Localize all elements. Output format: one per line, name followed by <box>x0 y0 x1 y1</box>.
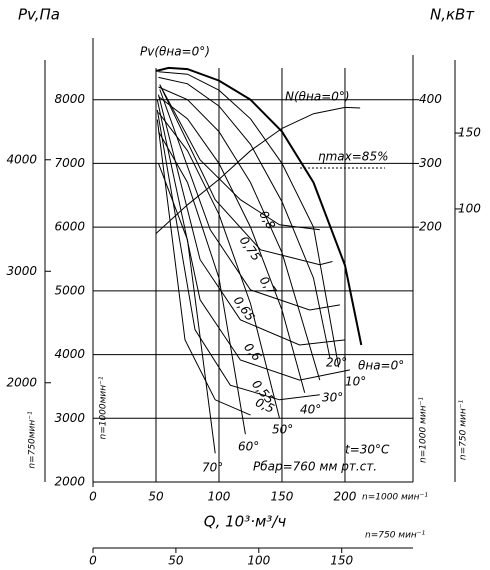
y2-axis-title: N,кВт <box>430 6 475 24</box>
series-label: 70° <box>202 461 223 475</box>
series-line <box>156 109 320 401</box>
y-tick-label-750: 2000 <box>6 375 37 389</box>
x-axis-title: Q, 10³·м³/ч <box>204 513 287 531</box>
x-speed-label-750: n=750 мин⁻¹ <box>365 531 426 541</box>
annotation: ηmax=85% <box>318 150 388 164</box>
x-tick-label-750: 150 <box>330 554 353 568</box>
y-speed-label-750: n=750мин⁻¹ <box>28 411 38 469</box>
series-label: θна=0° <box>358 359 404 373</box>
series-line <box>159 84 333 266</box>
series-line <box>158 94 346 346</box>
y-tick-label-750: 3000 <box>6 264 37 278</box>
series-line <box>156 119 251 416</box>
series-line <box>158 86 321 381</box>
series-line <box>158 96 306 393</box>
series-label: 40° <box>300 403 321 417</box>
y-tick-label: 7000 <box>54 156 85 170</box>
series-line <box>156 99 351 381</box>
x-tick-label: 200 <box>334 490 357 504</box>
annotation: t=30°C <box>345 443 390 457</box>
y2-speed-label-750: n=750 мин⁻¹ <box>459 400 469 461</box>
y2-tick-label: 200 <box>419 220 442 234</box>
series-line <box>158 112 280 419</box>
y-tick-label: 2000 <box>54 475 85 489</box>
y2-tick-label-750: 100 <box>458 201 481 215</box>
y2-tick-label: 300 <box>419 156 442 170</box>
x-speed-label: n=1000 мин⁻¹ <box>362 493 428 503</box>
series-label: 30° <box>322 391 343 405</box>
series-label: 60° <box>238 440 259 454</box>
series-label: 0,75 <box>237 234 264 264</box>
y-tick-label: 4000 <box>54 347 85 361</box>
y-tick-label: 6000 <box>54 220 85 234</box>
y-speed-label: n=1000мин⁻¹ <box>99 376 109 439</box>
y2-tick-label: 400 <box>419 92 442 106</box>
series-line <box>155 106 361 234</box>
y2-tick-label-750: 150 <box>458 126 481 140</box>
x-tick-label: 0 <box>89 490 97 504</box>
series-label: 10° <box>345 375 366 389</box>
series-label: 20° <box>326 356 347 370</box>
series-label: 0,65 <box>231 294 258 324</box>
series-line <box>158 131 246 435</box>
y-tick-label: 5000 <box>54 283 85 297</box>
series-line <box>159 84 320 231</box>
y-tick-label: 3000 <box>54 411 85 425</box>
y-tick-label-750: 4000 <box>6 152 37 166</box>
x-tick-label: 150 <box>271 490 294 504</box>
x-tick-label: 50 <box>148 490 164 504</box>
series-label: 50° <box>272 423 293 437</box>
x-tick-label: 100 <box>208 490 231 504</box>
y2-speed-label: n=1000 мин⁻¹ <box>419 397 429 463</box>
x-tick-label-750: 50 <box>168 554 184 568</box>
series-line <box>159 89 340 311</box>
series-line <box>158 76 331 358</box>
series-label: N(θна=0°) <box>285 90 350 104</box>
x-tick-label-750: 0 <box>89 554 97 568</box>
y-axis-title: Pv,Па <box>18 6 60 24</box>
series-line <box>158 71 340 368</box>
annotation: Pv(θна=0°) <box>140 45 210 59</box>
y-tick-label: 8000 <box>54 92 85 106</box>
x-tick-label-750: 100 <box>247 554 270 568</box>
annotation: Pбар=760 мм рт.ст. <box>253 460 377 474</box>
series-line <box>155 66 363 346</box>
